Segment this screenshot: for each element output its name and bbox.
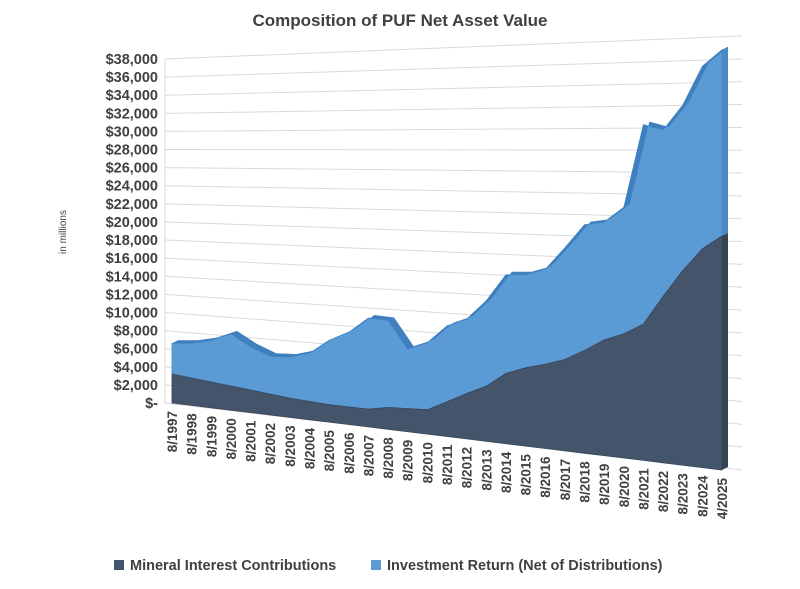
x-tick-label: 8/2015: [519, 454, 534, 496]
x-tick-label: 8/2013: [479, 449, 494, 491]
x-tick-label: 8/2017: [558, 459, 573, 500]
y-tick-label: $16,000: [106, 251, 158, 267]
y-tick-label: $34,000: [106, 88, 158, 104]
area-mineral-interest-side: [722, 232, 728, 470]
y-tick-label: $36,000: [106, 70, 158, 86]
gridline: [164, 81, 743, 96]
y-tick-label: $20,000: [106, 215, 158, 231]
x-tick-label: 8/2008: [381, 437, 396, 479]
y-axis-label: in millions: [58, 210, 69, 254]
y-tick-label: $6,000: [114, 342, 158, 358]
x-tick-label: 8/2019: [597, 464, 612, 505]
x-tick-label: 8/2007: [361, 435, 376, 476]
y-tick-label: $2,000: [114, 378, 158, 394]
legend: Mineral Interest Contributions Investment…: [114, 558, 663, 574]
x-tick-label: 8/2024: [695, 475, 710, 517]
x-tick-label: 8/2022: [656, 471, 671, 512]
y-tick-label: $10,000: [106, 305, 158, 321]
x-tick-label: 8/2021: [636, 468, 651, 510]
y-tick-label: $-: [145, 396, 158, 412]
x-tick-label: 8/2011: [440, 444, 455, 485]
y-tick-label: $12,000: [106, 287, 158, 303]
y-tick-label: $28,000: [106, 143, 158, 159]
x-tick-label: 8/2020: [617, 466, 632, 507]
y-tick-label: $8,000: [114, 324, 158, 340]
y-tick-label: $24,000: [106, 179, 158, 195]
x-tick-label: 8/2018: [578, 461, 593, 503]
series-areas: [171, 46, 728, 471]
y-tick-label: $14,000: [106, 269, 158, 285]
x-tick-label: 8/1998: [185, 413, 200, 455]
legend-label: Mineral Interest Contributions: [130, 558, 336, 574]
y-tick-label: $26,000: [106, 161, 158, 177]
y-tick-label: $32,000: [106, 106, 158, 122]
x-tick-label: 8/2003: [283, 425, 298, 467]
y-axis-ticks: $- $2,000 $4,000 $6,000 $8,000 $10,000 $12,000…: [106, 52, 159, 412]
x-tick-label: 8/2002: [263, 423, 278, 464]
area-investment-return-side: [722, 46, 728, 236]
x-axis-ticks: 8/1997 8/1998 8/1999 8/2000 8/2001 8/2002 8/20…: [165, 411, 730, 519]
x-tick-label: 8/2010: [420, 442, 435, 483]
chart-title: Composition of PUF Net Asset Value: [252, 11, 547, 30]
gridline: [164, 104, 743, 114]
x-tick-label: 8/1997: [165, 411, 180, 452]
gridline: [164, 58, 743, 78]
gridline: [164, 35, 743, 60]
x-tick-label: 4/2025: [715, 478, 730, 520]
x-tick-label: 8/2005: [322, 430, 337, 472]
legend-label: Investment Return (Net of Distributions): [387, 558, 663, 574]
legend-swatch: [114, 560, 124, 570]
x-tick-label: 8/2006: [342, 432, 357, 474]
x-tick-label: 8/2016: [538, 456, 553, 498]
y-tick-label: $30,000: [106, 124, 158, 140]
x-tick-label: 8/1999: [204, 416, 219, 457]
x-tick-label: 8/2009: [401, 440, 416, 481]
x-tick-label: 8/2000: [224, 418, 239, 459]
x-tick-label: 8/2023: [676, 473, 691, 515]
x-tick-label: 8/2004: [303, 427, 318, 469]
x-tick-label: 8/2001: [244, 420, 259, 462]
x-tick-label: 8/2012: [460, 447, 475, 488]
legend-swatch: [371, 560, 381, 570]
y-tick-label: $38,000: [106, 52, 158, 68]
x-tick-label: 8/2014: [499, 451, 514, 493]
y-tick-label: $4,000: [114, 360, 158, 376]
y-tick-label: $22,000: [106, 197, 158, 213]
y-tick-label: $18,000: [106, 233, 158, 249]
